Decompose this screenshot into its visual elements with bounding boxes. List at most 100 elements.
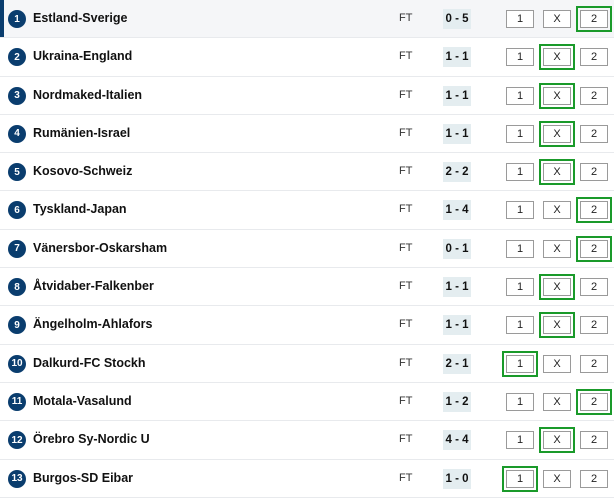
match-name: Tyskland-Japan — [33, 202, 127, 217]
bet-option-two-button[interactable]: 2 — [576, 197, 612, 224]
match-number-badge: 4 — [8, 124, 26, 143]
match-score: 1 - 1 — [443, 315, 471, 336]
bet-option-one-button[interactable]: 1 — [506, 316, 534, 335]
match-status: FT — [399, 318, 413, 331]
bet-option-two-button[interactable]: 2 — [580, 124, 608, 143]
match-score: 4 - 4 — [443, 430, 471, 451]
bet-option-x-button[interactable]: X — [543, 201, 571, 220]
match-status: FT — [399, 88, 413, 101]
bet-option-x-button[interactable]: X — [539, 427, 575, 454]
bet-option-x-button[interactable]: X — [539, 44, 575, 71]
bet-option-one-button[interactable]: 1 — [506, 278, 534, 297]
match-score: 0 - 5 — [443, 9, 471, 29]
bet-option-two-button[interactable]: 2 — [580, 86, 608, 105]
bet-option-x-button[interactable]: X — [539, 120, 575, 147]
match-number-badge: 8 — [8, 278, 26, 297]
match-name: Örebro Sy-Nordic U — [33, 432, 150, 447]
bet-option-two-button[interactable]: 2 — [580, 48, 608, 67]
match-number-badge: 1 — [8, 10, 26, 28]
match-score: 2 - 2 — [443, 162, 471, 183]
match-number-badge: 10 — [8, 354, 26, 373]
bet-option-two-button[interactable]: 2 — [580, 163, 608, 182]
match-status: FT — [399, 471, 413, 484]
bet-option-x-button[interactable]: X — [539, 274, 575, 301]
bet-option-x-button[interactable]: X — [539, 82, 575, 109]
bet-option-x-button[interactable]: X — [539, 159, 575, 186]
bet-option-x-button[interactable]: X — [543, 392, 571, 411]
bet-option-x-button[interactable]: X — [543, 239, 571, 258]
match-score: 1 - 0 — [443, 468, 471, 489]
bet-option-two-button[interactable]: 2 — [576, 388, 612, 415]
match-score: 1 - 1 — [443, 47, 471, 68]
match-name: Ukraina-England — [33, 49, 133, 64]
match-number-badge: 11 — [8, 392, 26, 411]
bet-option-one-button[interactable]: 1 — [502, 465, 538, 492]
match-score: 1 - 4 — [443, 200, 471, 221]
match-status: FT — [399, 203, 413, 216]
match-name: Nordmaked-Italien — [33, 87, 143, 102]
match-status: FT — [399, 165, 413, 178]
bet-option-two-button[interactable]: 2 — [580, 469, 608, 488]
match-score: 1 - 1 — [443, 277, 471, 298]
match-number-badge: 5 — [8, 163, 26, 182]
match-number-badge: 9 — [8, 316, 26, 335]
match-score: 0 - 1 — [443, 238, 471, 259]
match-status: FT — [399, 280, 413, 293]
match-score: 1 - 1 — [443, 85, 471, 106]
match-score: 2 - 1 — [443, 353, 471, 374]
bet-option-one-button[interactable]: 1 — [506, 201, 534, 220]
match-number-badge: 3 — [8, 86, 26, 105]
match-name: Burgos-SD Eibar — [33, 470, 134, 485]
match-name: Motala-Vasalund — [33, 393, 132, 408]
bet-option-two-button[interactable]: 2 — [576, 6, 612, 32]
match-status: FT — [399, 433, 413, 446]
match-name: Åtvidaber-Falkenber — [33, 279, 154, 294]
match-score: 1 - 2 — [443, 391, 471, 412]
match-name: Dalkurd-FC Stockh — [33, 355, 146, 370]
bet-option-x-button[interactable]: X — [543, 354, 571, 373]
match-name: Kosovo-Schweiz — [33, 164, 133, 179]
match-number-badge: 7 — [8, 239, 26, 258]
bet-option-one-button[interactable]: 1 — [506, 10, 534, 28]
bet-option-one-button[interactable]: 1 — [506, 431, 534, 450]
bet-option-one-button[interactable]: 1 — [506, 163, 534, 182]
bet-option-one-button[interactable]: 1 — [506, 392, 534, 411]
match-number-badge: 13 — [8, 469, 26, 488]
match-name: Estland-Sverige — [33, 11, 128, 25]
bet-option-x-button[interactable]: X — [543, 10, 571, 28]
match-status: FT — [399, 241, 413, 254]
bet-option-x-button[interactable]: X — [539, 312, 575, 339]
match-status: FT — [399, 12, 413, 24]
bet-option-one-button[interactable]: 1 — [506, 239, 534, 258]
bet-option-one-button[interactable]: 1 — [506, 86, 534, 105]
bet-option-x-button[interactable]: X — [543, 469, 571, 488]
bet-option-one-button[interactable]: 1 — [506, 48, 534, 67]
bet-option-one-button[interactable]: 1 — [502, 350, 538, 377]
match-status: FT — [399, 394, 413, 407]
bet-option-two-button[interactable]: 2 — [580, 354, 608, 373]
match-status: FT — [399, 126, 413, 139]
bet-option-two-button[interactable]: 2 — [580, 316, 608, 335]
bet-option-two-button[interactable]: 2 — [576, 235, 612, 262]
bet-option-one-button[interactable]: 1 — [506, 124, 534, 143]
match-name: Rumänien-Israel — [33, 125, 131, 140]
bet-option-two-button[interactable]: 2 — [580, 278, 608, 297]
match-score: 1 - 1 — [443, 123, 471, 144]
match-number-badge: 12 — [8, 431, 26, 450]
match-name: Ängelholm-Ahlafors — [33, 317, 153, 332]
match-status: FT — [399, 50, 413, 63]
bet-option-two-button[interactable]: 2 — [580, 431, 608, 450]
